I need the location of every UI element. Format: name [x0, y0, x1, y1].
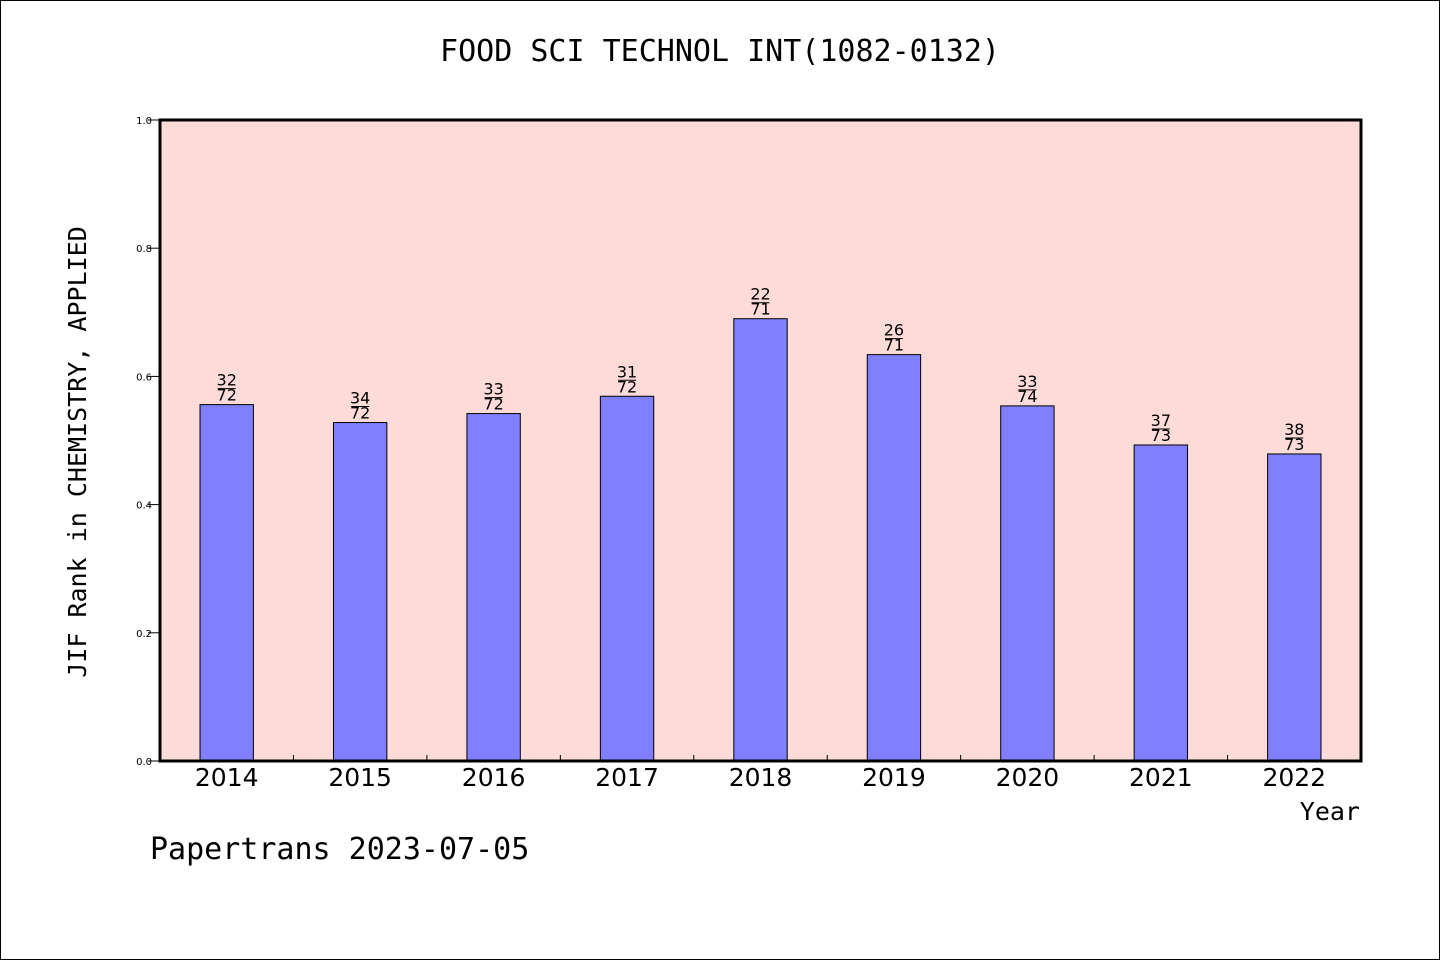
bar-label-rank: 33	[1017, 372, 1037, 391]
y-tick-label: 0.6	[136, 372, 152, 383]
bar-label-rank: 31	[617, 362, 637, 381]
bar	[733, 318, 788, 762]
x-tick-label: 2019	[862, 763, 926, 792]
y-tick-label: 0.8	[136, 244, 152, 255]
bar-label-rank: 34	[350, 389, 370, 408]
bar-label-total: 72	[217, 386, 237, 405]
y-axis-label: JIF Rank in CHEMISTRY, APPLIED	[63, 226, 92, 678]
y-tick-label: 0.2	[136, 629, 152, 640]
x-tick-label: 2022	[1262, 763, 1326, 792]
bar-label-total: 71	[750, 300, 770, 319]
y-tick-label: 0.4	[136, 501, 152, 512]
bar	[866, 354, 922, 762]
bar-label-total: 71	[884, 336, 904, 355]
bar-label-total: 72	[617, 377, 637, 396]
y-tick-label: 0.0	[136, 757, 152, 768]
bar-label-total: 74	[1017, 387, 1037, 406]
plot-border	[158, 118, 1363, 763]
x-tick-label: 2014	[195, 763, 259, 792]
bar	[466, 413, 521, 762]
x-tick-label: 2017	[595, 763, 659, 792]
x-tick-label: 2018	[729, 763, 793, 792]
bar	[1000, 405, 1055, 762]
chart-title: FOOD SCI TECHNOL INT(1082-0132)	[440, 34, 1000, 69]
bar-label-total: 72	[350, 404, 370, 423]
bars-group	[199, 318, 1322, 762]
x-axis: 2014 2015 2016 2017 2018 2019 2020 2021 2022	[195, 755, 1326, 792]
x-tick-label: 2015	[328, 763, 392, 792]
bar-label-rank: 38	[1284, 420, 1304, 439]
bar-label-rank: 22	[750, 285, 770, 304]
bar-label-rank: 37	[1151, 411, 1171, 430]
y-tick-label: 1.0	[136, 116, 152, 127]
bar-label-total: 72	[483, 395, 503, 414]
bar-label-rank: 32	[217, 371, 237, 390]
x-axis-label: Year	[1300, 797, 1360, 826]
bar	[599, 395, 655, 762]
y-axis: 0.0 0.2 0.4 0.6 0.8 1.0	[136, 116, 160, 768]
x-tick-label: 2020	[996, 763, 1060, 792]
bar	[332, 422, 388, 762]
bar	[1133, 444, 1189, 762]
bar-label-rank: 26	[884, 321, 904, 340]
x-tick-label: 2016	[462, 763, 526, 792]
bar-label-total: 73	[1151, 426, 1171, 445]
x-tick-label: 2021	[1129, 763, 1193, 792]
bar-label-total: 73	[1284, 435, 1304, 454]
bar	[1267, 453, 1322, 762]
bar-label-rank: 33	[483, 380, 503, 399]
footer-credit: Papertrans 2023-07-05	[150, 832, 530, 867]
bar	[199, 404, 254, 762]
